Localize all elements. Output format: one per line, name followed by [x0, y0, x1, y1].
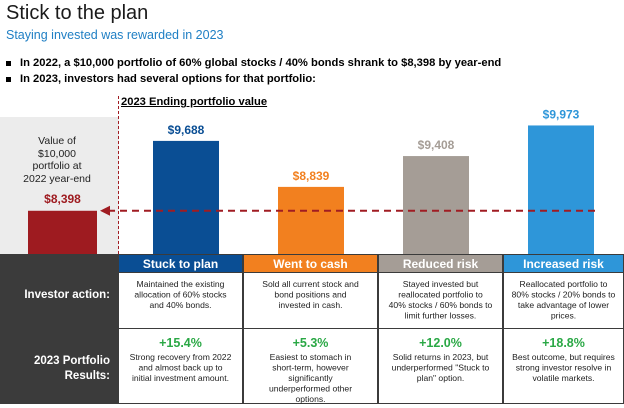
action-text: Maintained the existing: [137, 279, 225, 289]
result-percent: +15.4%: [159, 336, 202, 350]
row-label-action: Investor action:: [24, 289, 110, 301]
bar-reduced-risk: [403, 156, 469, 254]
result-text: strong investor resolve in: [516, 363, 612, 373]
action-text: bond positions and: [274, 290, 346, 300]
strategy-table: Investor action: 2023 Portfolio Results: St…: [0, 254, 624, 404]
action-text: limit further losses.: [405, 311, 477, 321]
action-text: reallocated portfolio to: [398, 290, 483, 300]
action-cell: [119, 273, 242, 328]
result-percent: +5.3%: [293, 336, 329, 350]
column-header: [504, 255, 623, 272]
baseline-note-line: $10,000: [38, 147, 76, 160]
result-text: volatile markets.: [532, 373, 594, 383]
action-text: take advantage of lower: [518, 300, 609, 310]
bullet-text: In 2022, a $10,000 portfolio of 60% glob…: [20, 57, 502, 69]
baseline-note-line: 2022 year-end: [23, 172, 91, 185]
action-cell: [504, 273, 623, 328]
column-header: [244, 255, 377, 272]
baseline-bar: [28, 210, 97, 254]
column-header: [119, 255, 242, 272]
action-text: Sold all current stock and: [262, 279, 359, 289]
result-text: options.: [295, 394, 325, 404]
column-header-label: Stuck to plan: [143, 257, 218, 271]
bullet-text: In 2023, investors had several options f…: [20, 73, 316, 85]
bullet-item: In 2023, investors had several options f…: [4, 71, 501, 87]
result-text: Solid returns in 2023, but: [393, 352, 489, 362]
portfolio-bar-chart: $8,398 $9,688 $8,839 $9,408 $9,973: [28, 107, 600, 254]
arrow-left-icon: [100, 205, 110, 216]
bar-value-label: $9,973: [543, 107, 580, 121]
column-header: [379, 255, 502, 272]
bullet-list: In 2022, a $10,000 portfolio of 60% glob…: [4, 55, 501, 87]
bullet-square-icon: [6, 60, 11, 66]
action-text: prices.: [551, 311, 576, 321]
action-text: Stayed invested but: [403, 279, 479, 289]
page-subtitle: Staying invested was rewarded in 2023: [6, 28, 224, 42]
result-cell: [379, 329, 502, 403]
bar-went-to-cash: [278, 186, 344, 254]
chart-title: 2023 Ending portfolio value: [121, 96, 268, 108]
baseline-note-line: Value of: [38, 135, 76, 147]
column-header-label: Reduced risk: [403, 257, 479, 271]
row-label-results: Results:: [65, 370, 110, 382]
column-header-label: Increased risk: [523, 257, 604, 271]
result-text: Easiest to stomach in: [270, 352, 352, 362]
bar-stuck-to-plan: [153, 140, 219, 254]
action-cell: [244, 273, 377, 328]
result-text: and almost back up to: [138, 363, 222, 373]
action-text: invested in cash.: [278, 300, 342, 310]
bullet-square-icon: [6, 76, 11, 82]
baseline-note: Value of $10,000 portfolio at 2022 year-…: [18, 135, 96, 185]
action-cell: [379, 273, 502, 328]
baseline-note-line: portfolio at: [32, 160, 82, 172]
page-title: Stick to the plan: [6, 2, 149, 24]
result-percent: +12.0%: [419, 336, 462, 350]
action-text: 40% stocks / 60% bonds to: [389, 300, 493, 310]
bullet-item: In 2022, a $10,000 portfolio of 60% glob…: [4, 55, 501, 71]
result-text: short-term, however: [272, 363, 349, 373]
result-cell: [244, 329, 377, 403]
result-text: Best outcome, but requires: [512, 352, 615, 362]
result-text: significantly: [288, 373, 333, 383]
result-text: underperformed "Stuck to: [392, 363, 490, 373]
result-cell: [119, 329, 242, 403]
result-text: plan" option.: [417, 373, 465, 383]
action-text: Reallocated portfolio to: [520, 279, 608, 289]
bar-value-label: $8,839: [293, 169, 330, 183]
result-percent: +18.8%: [542, 336, 585, 350]
action-text: and 40% bonds.: [149, 300, 211, 310]
section-divider: [118, 96, 119, 254]
bar-value-label: $9,688: [168, 123, 205, 137]
row-label-results: 2023 Portfolio: [34, 355, 110, 367]
result-text: Strong recovery from 2022: [130, 352, 232, 362]
action-text: 80% stocks / 20% bonds to: [512, 290, 616, 300]
result-cell: [504, 329, 623, 403]
column-header-label: Went to cash: [273, 257, 347, 271]
result-text: underperformed other: [269, 384, 352, 394]
action-text: allocation of 60% stocks: [134, 290, 226, 300]
bar-value-label: $9,408: [418, 138, 455, 152]
baseline-bar-label: $8,398: [44, 192, 81, 206]
bar-increased-risk: [528, 125, 594, 254]
result-text: initial investment amount.: [132, 373, 229, 383]
